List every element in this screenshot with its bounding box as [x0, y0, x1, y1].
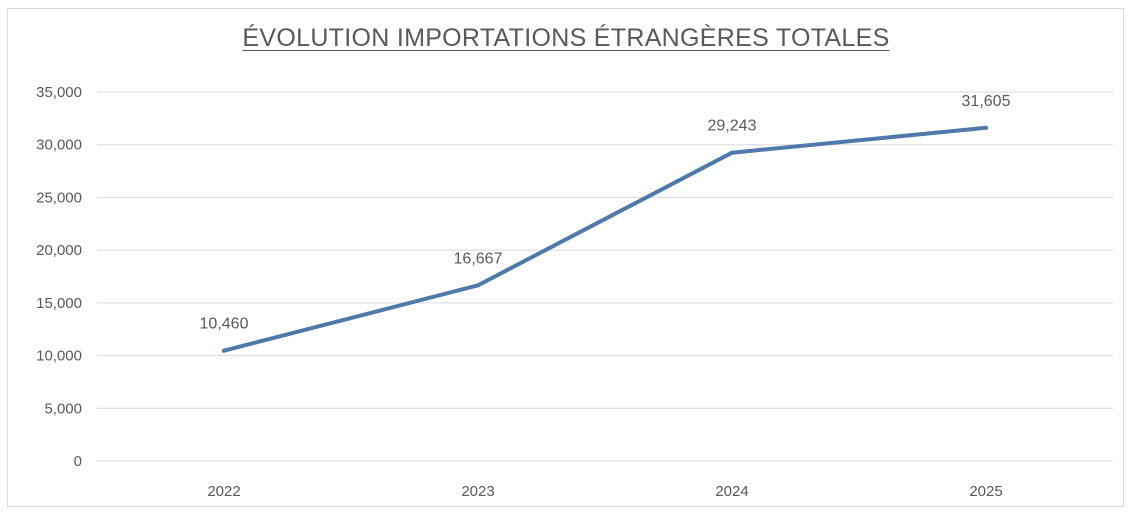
- y-tick-label: 10,000: [36, 348, 82, 365]
- data-label: 16,667: [454, 250, 503, 267]
- gridlines: [97, 91, 1113, 462]
- data-label: 31,605: [962, 93, 1011, 110]
- x-tick-label: 2022: [207, 483, 240, 500]
- data-point: [476, 283, 480, 288]
- y-tick-label: 30,000: [36, 137, 82, 154]
- series-line: [222, 125, 988, 353]
- data-label: 10,460: [200, 316, 249, 333]
- y-tick-label: 20,000: [36, 242, 82, 259]
- x-axis-ticks: 2022 2023 2024 2025: [207, 483, 1002, 500]
- y-tick-label: 15,000: [36, 295, 82, 312]
- y-tick-label: 25,000: [36, 189, 82, 206]
- x-tick-label: 2024: [715, 483, 748, 500]
- y-tick-label: 5,000: [44, 400, 82, 417]
- chart-frame: [7, 8, 1124, 507]
- chart-title: ÉVOLUTION IMPORTATIONS ÉTRANGÈRES TOTALE…: [242, 24, 890, 52]
- y-tick-label: 35,000: [36, 84, 82, 101]
- series-group: [222, 125, 988, 353]
- x-tick-label: 2023: [461, 483, 494, 500]
- y-tick-label: 0: [74, 453, 82, 470]
- data-point: [984, 125, 988, 130]
- x-tick-label: 2025: [969, 483, 1002, 500]
- y-axis-ticks: 0 5,000 10,000 15,000 20,000 25,000 30,000 35,0…: [36, 84, 82, 470]
- data-point: [730, 150, 734, 155]
- data-labels: 10,460 16,667 29,243 31,605: [200, 93, 1011, 333]
- data-label: 29,243: [708, 118, 757, 135]
- data-point: [222, 348, 226, 353]
